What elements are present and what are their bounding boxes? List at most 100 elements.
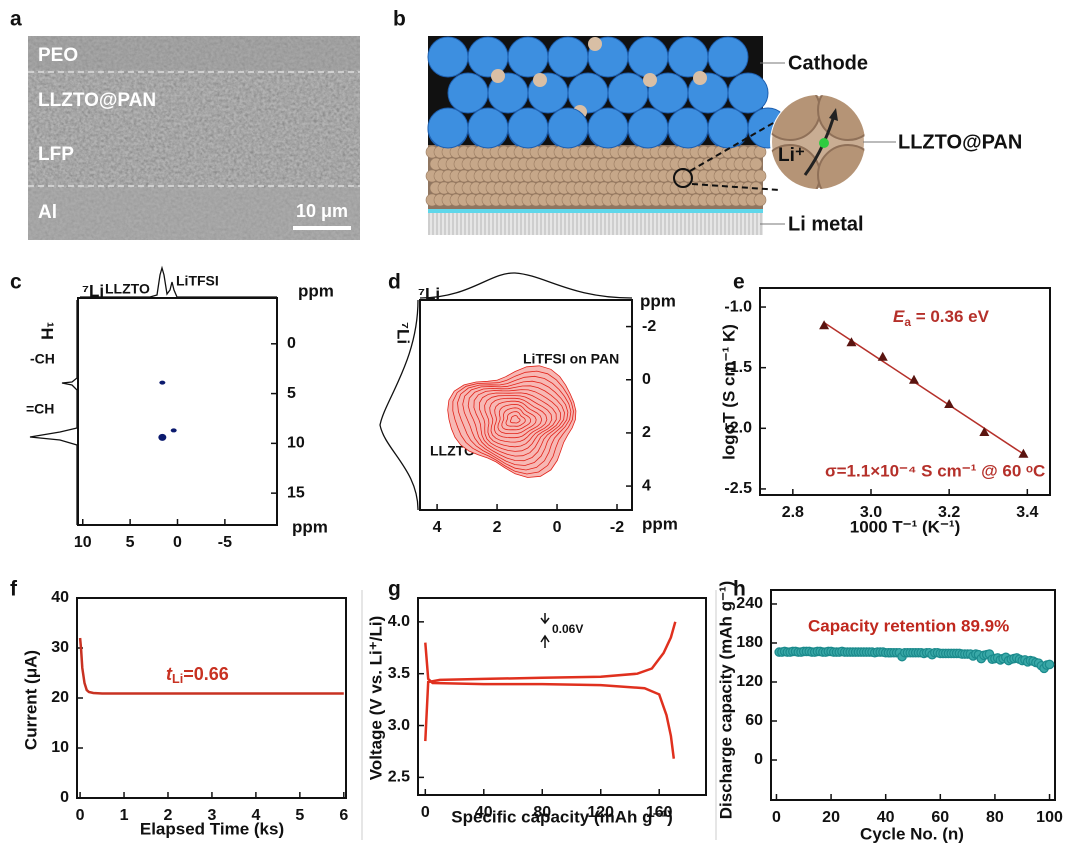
panel-label: b [393, 8, 406, 31]
x-label: Cycle No. (n) [860, 824, 964, 843]
panel-label: d [388, 271, 401, 294]
y-label: Current (μA) [21, 650, 40, 750]
annotation: LLZTO [105, 281, 150, 297]
panel-a: a PEO LLZTO@PAN LFP Al 10 μm [10, 8, 360, 240]
x-tick-label: 80 [986, 809, 1004, 826]
point [878, 352, 888, 361]
cathode-particle [708, 108, 748, 148]
layer-label: PEO [38, 45, 78, 66]
cathode-particle [628, 108, 668, 148]
y-tick-label: 4.0 [388, 613, 410, 630]
x-tick-label: 2.8 [782, 504, 804, 521]
panel-b: b Cathode Li⁺ LLZTO@PAN Li metal [393, 8, 1022, 236]
x-tick-label: 1 [120, 807, 129, 824]
x-tick-label: 3.4 [1016, 504, 1038, 521]
cathode-particle [508, 108, 548, 148]
contour [448, 366, 576, 478]
electrolyte-grain [754, 170, 766, 182]
point [158, 434, 166, 441]
cathode-particle [708, 37, 748, 77]
y-label: ppm [640, 291, 676, 310]
particles [426, 37, 788, 206]
annotation: tLi=0.66 [166, 664, 229, 687]
y-tick-label: 30 [51, 639, 69, 656]
annotation: LiTFSI on PAN [523, 351, 619, 367]
cathode-particle [628, 37, 668, 77]
electrolyte-particle [491, 69, 505, 83]
interface [428, 209, 763, 213]
x-tick-label: 0 [772, 809, 781, 826]
figure: a PEO LLZTO@PAN LFP Al 10 μm b Cathode L… [0, 0, 1069, 846]
page: a PEO LLZTO@PAN LFP Al 10 μm b Cathode L… [0, 0, 1069, 846]
cathode-particle [588, 108, 628, 148]
x-label: Specific capacity (mAh g⁻¹) [451, 807, 673, 826]
cathode-particle [668, 37, 708, 77]
point [159, 381, 165, 385]
y-label: logσT (S cm⁻¹ K) [719, 324, 738, 460]
li-ion [819, 138, 829, 148]
cathode-particle [668, 108, 708, 148]
cathode-particle [728, 73, 768, 113]
panel-label: e [733, 271, 745, 294]
y-tick-label: 2.5 [388, 769, 410, 786]
y-label: Discharge capacity (mAh g⁻¹) [716, 581, 735, 820]
cathode-particle [548, 37, 588, 77]
x-label: ppm [292, 517, 328, 536]
x-tick-label: 100 [1036, 809, 1063, 826]
x-tick-label: 0 [76, 807, 85, 824]
electrolyte-particle [643, 73, 657, 87]
electrolyte-particle [588, 37, 602, 51]
electrolyte-grain [754, 194, 766, 206]
x-label: ppm [642, 514, 678, 533]
y-tick-label: -2 [642, 318, 656, 335]
y-tick-label: 10 [287, 435, 305, 452]
electrolyte-particle [693, 71, 707, 85]
series-line [425, 622, 675, 741]
x-tick-label: 0 [421, 804, 430, 821]
point [171, 428, 177, 432]
left-label: ¹H [38, 322, 57, 340]
y-tick-label: 5 [287, 385, 296, 402]
annotation: Capacity retention 89.9% [808, 616, 1009, 635]
layer-label: Al [38, 202, 57, 223]
diagram-label: Li metal [788, 213, 864, 235]
li-metal [428, 213, 763, 235]
y-tick-label: -1.0 [724, 298, 752, 315]
y-tick-label: 10 [51, 739, 69, 756]
x-tick-label: -2 [610, 519, 624, 536]
annotation: =CH [26, 401, 54, 417]
cathode-particle [548, 108, 588, 148]
y-label: Voltage (V vs. Li⁺/Li) [366, 616, 385, 781]
x-tick-label: 6 [339, 807, 348, 824]
point [1018, 449, 1028, 458]
x-label: 1000 T⁻¹ (K⁻¹) [850, 517, 961, 536]
point [1045, 660, 1053, 668]
x-tick-label: 4 [433, 519, 442, 536]
y-tick-label: 15 [287, 484, 305, 501]
panel-label: c [10, 271, 22, 294]
x-tick-label: 20 [822, 809, 840, 826]
top-label: ⁷Li [82, 281, 104, 300]
x-tick-label: -5 [218, 534, 232, 551]
x-tick-label: 0 [173, 534, 182, 551]
y-label: ppm [298, 281, 334, 300]
cathode-particle [608, 73, 648, 113]
y-tick-label: 4 [642, 477, 651, 494]
y-tick-label: 20 [51, 689, 69, 706]
y-tick-label: 60 [745, 712, 763, 729]
y-tick-label: 3.5 [388, 665, 410, 682]
series-line [425, 643, 674, 759]
gap-arrow [541, 613, 549, 623]
panel-label: a [10, 8, 22, 31]
diagram-label: Cathode [788, 52, 868, 74]
annotation-part: Li [172, 672, 183, 686]
projection [420, 273, 632, 298]
scale-bar-label: 10 μm [296, 201, 348, 221]
y-tick-label: 0 [60, 789, 69, 806]
left-label: ⁷Li [394, 322, 413, 344]
annotation: -CH [30, 351, 55, 367]
cathode-particle [468, 108, 508, 148]
diagram-label: LLZTO@PAN [898, 131, 1022, 153]
cathode-particle [508, 37, 548, 77]
annotation-part: =0.66 [183, 664, 229, 684]
